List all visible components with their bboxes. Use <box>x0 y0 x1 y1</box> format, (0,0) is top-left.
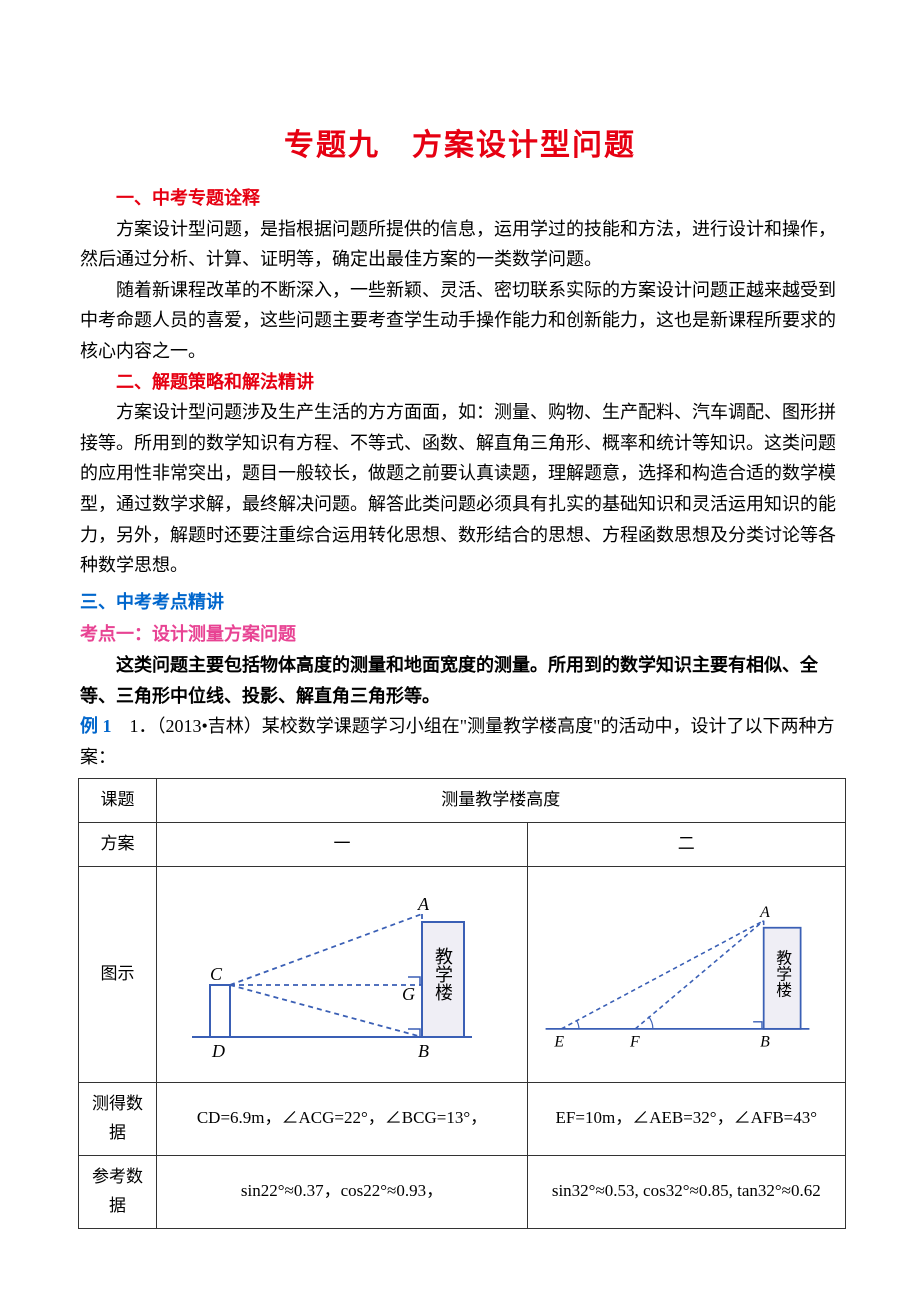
label-E: E <box>553 1034 564 1051</box>
topic-value: 测量教学楼高度 <box>157 779 846 823</box>
label-F: F <box>629 1034 640 1051</box>
example-text: 1．（2013•吉林）某校数学课题学习小组在"测量教学楼高度"的活动中，设计了以… <box>80 716 835 767</box>
label-B2: B <box>760 1034 770 1051</box>
scheme-table: 课题 测量教学楼高度 方案 一 二 图示 教学楼 <box>78 778 846 1228</box>
diagram-b-cell: 教学楼 A E F B <box>528 867 846 1083</box>
ref-a: sin22°≈0.37，cos22°≈0.93， <box>157 1155 528 1228</box>
label-B: B <box>418 1041 429 1061</box>
section-2-para: 方案设计型问题涉及生产生活的方方面面，如：测量、购物、生产配料、汽车调配、图形拼… <box>80 397 840 581</box>
section-1-para-2: 随着新课程改革的不断深入，一些新颖、灵活、密切联系实际的方案设计问题正越来越受到… <box>80 275 840 367</box>
keypoint-1-para: 这类问题主要包括物体高度的测量和地面宽度的测量。所用到的数学知识主要有相似、全等… <box>80 650 840 711</box>
data-a: CD=6.9m，∠ACG=22°，∠BCG=13°， <box>157 1082 528 1155</box>
label-D: D <box>211 1041 225 1061</box>
example-label: 例 1 <box>80 716 112 736</box>
keypoint-1-heading: 考点一：设计测量方案问题 <box>80 619 840 650</box>
ref-b: sin32°≈0.53, cos32°≈0.85, tan32°≈0.62 <box>528 1155 846 1228</box>
label-C: C <box>210 964 223 984</box>
example-1-stem: 例 1 1．（2013•吉林）某校数学课题学习小组在"测量教学楼高度"的活动中，… <box>80 711 840 772</box>
ref-label: 参考数据 <box>79 1155 157 1228</box>
data-label: 测得数据 <box>79 1082 157 1155</box>
document-page: 专题九 方案设计型问题 一、中考专题诠释 方案设计型问题，是指根据问题所提供的信… <box>0 0 920 1259</box>
label-A2: A <box>759 904 770 921</box>
section-2-heading: 二、解题策略和解法精讲 <box>116 372 314 392</box>
topic-label: 课题 <box>79 779 157 823</box>
label-G: G <box>402 984 415 1004</box>
label-A: A <box>417 894 430 914</box>
section-1-para-1: 方案设计型问题，是指根据问题所提供的信息，运用学过的技能和方法，进行设计和操作，… <box>80 214 840 275</box>
scheme-b: 二 <box>528 823 846 867</box>
main-title: 专题九 方案设计型问题 <box>80 120 840 171</box>
building-label-a: 教学楼 <box>433 947 453 1001</box>
scheme-label: 方案 <box>79 823 157 867</box>
data-b: EF=10m，∠AEB=32°，∠AFB=43° <box>528 1082 846 1155</box>
section-3-heading: 三、中考考点精讲 <box>80 587 840 618</box>
diagram-a-svg: 教学楼 A C G D B <box>157 867 527 1072</box>
diagram-label: 图示 <box>79 867 157 1083</box>
section-1-heading: 一、中考专题诠释 <box>116 188 260 208</box>
scheme-a: 一 <box>157 823 528 867</box>
building-label-b: 教学楼 <box>774 950 792 998</box>
diagram-b-svg: 教学楼 A E F B <box>528 867 845 1072</box>
diagram-a-cell: 教学楼 A C G D B <box>157 867 528 1083</box>
